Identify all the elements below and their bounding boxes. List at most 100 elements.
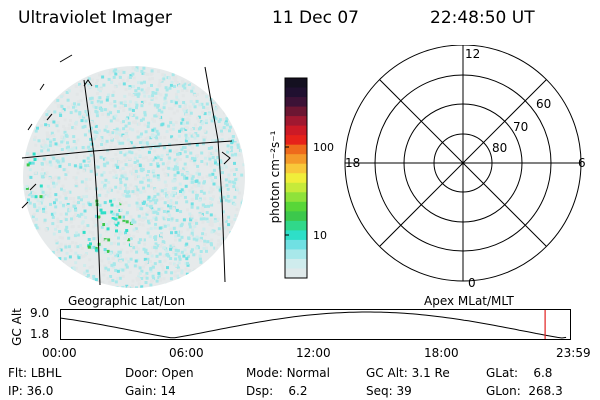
speckle-pixel — [123, 153, 127, 157]
speckle-pixel — [211, 172, 215, 176]
speckle-pixel — [54, 198, 58, 202]
speckle-pixel — [146, 125, 150, 129]
speckle-pixel — [126, 286, 130, 288]
speckle-pixel — [99, 220, 103, 224]
speckle-pixel — [75, 152, 79, 156]
speckle-pixel — [189, 233, 193, 237]
speckle-pixel — [131, 190, 135, 194]
speckle-pixel — [196, 206, 200, 210]
speckle-pixel — [32, 219, 36, 223]
speckle-pixel — [116, 269, 120, 273]
speckle-pixel — [91, 231, 95, 235]
speckle-pixel — [103, 164, 107, 168]
speckle-pixel — [54, 193, 58, 197]
speckle-pixel — [88, 266, 92, 269]
speckle-pixel — [54, 157, 58, 160]
speckle-pixel — [158, 244, 162, 248]
speckle-pixel — [173, 201, 177, 205]
speckle-pixel — [151, 279, 155, 283]
speckle-pixel — [87, 77, 91, 81]
speckle-pixel — [40, 172, 44, 176]
speckle-pixel — [223, 163, 227, 166]
speckle-pixel — [209, 117, 213, 120]
speckle-pixel — [67, 148, 71, 152]
speckle-pixel — [180, 173, 184, 177]
colorbar-block — [285, 173, 307, 184]
speckle-pixel — [164, 216, 168, 220]
speckle-pixel — [166, 162, 170, 166]
speckle-pixel — [183, 146, 187, 150]
speckle-pixel — [118, 276, 122, 280]
speckle-pixel — [227, 173, 231, 177]
speckle-pixel — [156, 162, 159, 166]
speckle-pixel — [135, 68, 139, 72]
speckle-pixel — [135, 191, 139, 195]
speckle-pixel — [208, 190, 212, 194]
speckle-pixel — [120, 121, 123, 125]
speckle-pixel — [128, 233, 131, 237]
speckle-pixel — [186, 137, 190, 141]
speckle-pixel — [169, 206, 173, 210]
speckle-pixel — [129, 257, 133, 261]
speckle-pixel — [64, 173, 68, 177]
speckle-pixel — [162, 217, 166, 221]
date-label: 11 Dec 07 — [272, 8, 359, 28]
speckle-pixel — [48, 139, 52, 143]
geographic-panel-label: Geographic Lat/Lon — [68, 294, 186, 308]
speckle-pixel — [212, 182, 216, 186]
speckle-pixel — [156, 132, 160, 136]
speckle-pixel — [128, 76, 132, 79]
speckle-pixel — [179, 230, 183, 234]
speckle-pixel — [106, 257, 110, 261]
speckle-pixel — [234, 178, 238, 182]
speckle-pixel — [123, 189, 127, 193]
speckle-pixel — [62, 136, 66, 140]
speckle-pixel — [128, 100, 132, 104]
speckle-pixel — [187, 82, 191, 86]
speckle-pixel — [131, 128, 135, 132]
speckle-pixel — [125, 177, 129, 181]
speckle-pixel — [158, 84, 162, 88]
speckle-pixel — [138, 122, 141, 126]
speckle-pixel — [225, 225, 229, 229]
speckle-pixel — [234, 152, 238, 156]
speckle-pixel — [166, 210, 170, 214]
speckle-pixel — [109, 119, 113, 123]
speckle-pixel — [209, 190, 213, 194]
speckle-pixel — [44, 114, 48, 118]
speckle-pixel — [137, 81, 140, 85]
speckle-pixel — [142, 66, 146, 70]
speckle-pixel — [66, 98, 70, 102]
speckle-pixel — [61, 157, 65, 161]
speckle-pixel — [79, 212, 83, 216]
speckle-pixel — [179, 190, 182, 193]
speckle-pixel — [109, 199, 113, 203]
speckle-pixel — [54, 239, 58, 243]
speckle-pixel — [62, 168, 66, 172]
speckle-pixel — [112, 164, 116, 168]
speckle-pixel — [100, 225, 104, 229]
speckle-pixel — [92, 218, 96, 222]
speckle-pixel — [173, 186, 177, 190]
speckle-pixel — [183, 105, 187, 109]
speckle-pixel — [124, 231, 127, 235]
speckle-pixel — [141, 223, 145, 227]
speckle-pixel — [223, 214, 227, 218]
speckle-pixel — [56, 220, 60, 224]
speckle-pixel — [220, 190, 224, 194]
speckle-pixel — [210, 119, 214, 123]
speckle-pixel — [155, 129, 159, 133]
speckle-pixel — [231, 226, 235, 230]
speckle-pixel — [88, 97, 92, 101]
speckle-pixel — [115, 127, 119, 131]
speckle-pixel — [151, 265, 155, 269]
speckle-pixel — [151, 209, 155, 213]
aurora-speckle — [23, 66, 245, 288]
speckle-pixel — [104, 142, 108, 146]
speckle-pixel — [165, 249, 169, 253]
speckle-pixel — [149, 283, 153, 287]
speckle-pixel — [120, 174, 124, 178]
speckle-pixel — [104, 239, 108, 243]
speckle-pixel — [93, 207, 97, 211]
speckle-pixel — [132, 246, 136, 250]
